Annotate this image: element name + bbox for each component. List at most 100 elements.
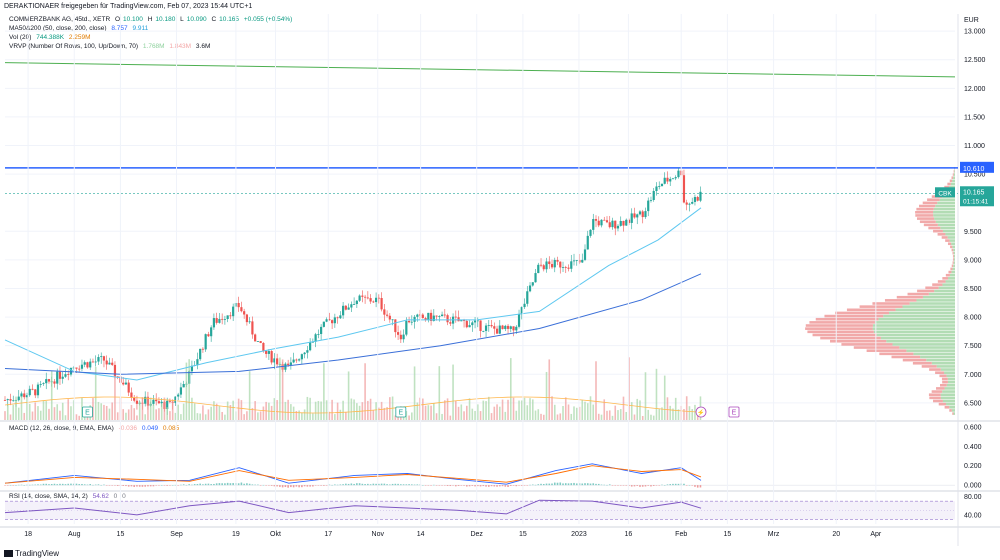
macd-hist-bar bbox=[674, 483, 677, 486]
vrvp-down-bar bbox=[951, 248, 954, 252]
vrvp-up-bar bbox=[872, 327, 955, 330]
ma-legend[interactable]: MA50&200 (50, close, 200, close) 8.757 9… bbox=[9, 24, 151, 33]
macd-hist-bar bbox=[468, 485, 471, 487]
volume-bar bbox=[243, 414, 245, 420]
macd-hist-bar bbox=[394, 483, 397, 486]
candle-body bbox=[655, 186, 658, 191]
volume-bar bbox=[207, 409, 210, 420]
volume-bar bbox=[438, 366, 441, 420]
candle-body bbox=[537, 264, 540, 274]
volume-bar bbox=[455, 400, 457, 420]
candle-body bbox=[67, 374, 70, 375]
volume-bar bbox=[342, 400, 344, 420]
volume-bar bbox=[691, 409, 694, 420]
candle-body bbox=[144, 396, 147, 404]
macd-hist-bar bbox=[444, 485, 446, 486]
candle-body bbox=[482, 330, 485, 332]
candle-body bbox=[240, 307, 243, 312]
candle-body bbox=[611, 220, 614, 228]
macd-hist-bar bbox=[553, 482, 556, 486]
candle-body bbox=[45, 379, 48, 384]
volume-bar bbox=[567, 404, 570, 420]
candle-body bbox=[641, 211, 644, 218]
volume-bar bbox=[375, 402, 377, 420]
macd-hist-bar bbox=[226, 482, 229, 486]
vrvp-down-bar bbox=[917, 289, 935, 293]
candle-body bbox=[666, 177, 669, 182]
volume-bar bbox=[180, 414, 182, 420]
volume-bar bbox=[405, 411, 408, 420]
vrvp-legend[interactable]: VRVP (Number Of Rows, 100, Up/Down, 70) … bbox=[9, 42, 213, 51]
time-tick-label: 14 bbox=[417, 531, 425, 538]
volume-bar bbox=[452, 364, 454, 420]
volume-bar bbox=[61, 402, 64, 420]
volume-bar bbox=[658, 409, 661, 420]
volume-bar bbox=[251, 408, 254, 420]
macd-hist-bar bbox=[433, 484, 435, 486]
macd-hist-bar bbox=[567, 483, 570, 486]
macd-hist-bar bbox=[485, 485, 487, 487]
macd-hist-bar bbox=[210, 484, 212, 486]
candle-body bbox=[366, 297, 369, 299]
vrvp-up-bar bbox=[944, 371, 955, 374]
time-tick-label: Sep bbox=[170, 531, 183, 538]
macd-legend[interactable]: MACD (12, 26, close, 9, EMA, EMA) -0.036… bbox=[9, 424, 182, 433]
candle-body bbox=[427, 312, 430, 320]
candle-body bbox=[23, 393, 26, 398]
candle-body bbox=[248, 321, 251, 323]
vrvp-down-bar bbox=[919, 220, 936, 224]
macd-hist-bar bbox=[323, 485, 325, 486]
candle-body bbox=[633, 213, 636, 218]
macd-hist-bar bbox=[422, 485, 424, 486]
candle-body bbox=[267, 351, 270, 354]
volume-bar bbox=[125, 412, 127, 420]
rsi-tick-label: 40.00 bbox=[964, 512, 982, 519]
vrvp-down-bar bbox=[927, 198, 940, 202]
candle-body bbox=[31, 388, 34, 390]
volume-legend[interactable]: Vol (20) 744.388K 2.259M bbox=[9, 33, 94, 42]
candle-body bbox=[232, 306, 235, 317]
vrvp-up-bar bbox=[899, 346, 955, 349]
symbol-name[interactable]: COMMERZBANK AG, 45td., XETR bbox=[9, 16, 111, 23]
candle-body bbox=[17, 396, 20, 401]
candle-body bbox=[394, 319, 397, 333]
candle-body bbox=[276, 358, 279, 365]
vrvp-down-bar bbox=[936, 387, 945, 390]
macd-hist-bar bbox=[81, 483, 83, 486]
rsi-legend[interactable]: RSI (14, close, SMA, 14, 2) 54.62 0 0 bbox=[9, 492, 129, 501]
volume-bar bbox=[147, 396, 149, 420]
macd-hist-bar bbox=[677, 483, 680, 486]
vrvp-up-bar bbox=[952, 245, 955, 249]
macd-hist-bar bbox=[336, 484, 339, 486]
volume-bar bbox=[6, 404, 9, 420]
volume-bar bbox=[50, 370, 53, 420]
candle-body bbox=[685, 202, 688, 205]
macd-hist-bar bbox=[531, 484, 534, 486]
footer-brand[interactable]: TradingView bbox=[4, 549, 59, 558]
macd-hist-bar bbox=[328, 484, 331, 486]
macd-hist-bar bbox=[548, 483, 551, 486]
vrvp-up-bar bbox=[946, 374, 955, 378]
vrvp-up-bar bbox=[953, 255, 955, 258]
volume-bar bbox=[141, 397, 144, 420]
time-tick-label: Nov bbox=[372, 531, 385, 538]
candle-body bbox=[130, 392, 133, 398]
macd-hist-bar bbox=[699, 485, 702, 488]
volume-bar bbox=[358, 405, 361, 420]
candle-body bbox=[696, 197, 699, 201]
candle-body bbox=[273, 358, 276, 363]
macd-hist-bar bbox=[20, 484, 23, 486]
volume-bar bbox=[59, 410, 61, 420]
volume-bar bbox=[611, 415, 614, 420]
macd-hist-bar bbox=[353, 483, 355, 486]
macd-hist-bar bbox=[108, 485, 111, 486]
volume-bar bbox=[482, 400, 485, 420]
ma-label: MA50&200 (50, close, 200, close) bbox=[9, 25, 107, 32]
macd-hist-bar bbox=[504, 485, 507, 487]
macd-hist-bar bbox=[350, 483, 353, 486]
volume-bar bbox=[152, 404, 155, 420]
volume-bar bbox=[276, 400, 278, 420]
symbol-legend: COMMERZBANK AG, 45td., XETR O 10.100 H 10.… bbox=[9, 15, 295, 24]
macd-hist-bar bbox=[644, 485, 647, 487]
